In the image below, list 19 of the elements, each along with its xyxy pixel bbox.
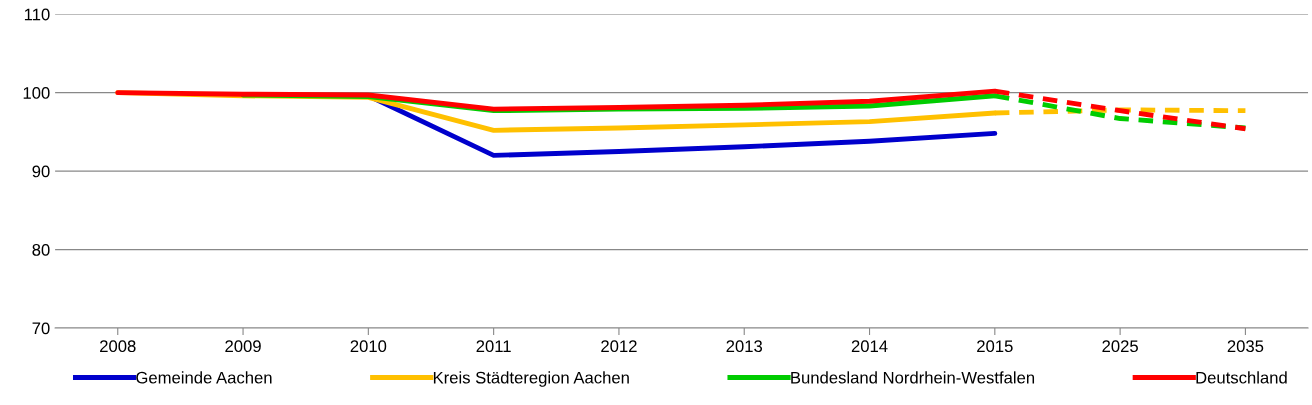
x-tick-label: 2009	[225, 340, 261, 353]
x-tick-label: 2008	[100, 340, 136, 353]
legend-label: Bundesland Nordrhein-Westfalen	[791, 371, 1035, 384]
y-tick-label: 90	[32, 165, 50, 178]
x-tick-label: 2013	[726, 340, 763, 353]
legend-label: Kreis Städteregion Aachen	[433, 371, 629, 387]
y-tick-label: 70	[32, 322, 50, 335]
x-tick-label: 2025	[1102, 340, 1138, 353]
y-tick-label: 80	[32, 243, 50, 256]
x-tick-label: 2015	[977, 340, 1013, 353]
x-tick-label: 2012	[601, 340, 637, 353]
legend-label: Deutschland	[1196, 371, 1287, 384]
x-tick-label: 2014	[851, 340, 888, 353]
y-tick-label: 110	[24, 8, 50, 21]
x-tick-label: 2035	[1227, 340, 1264, 353]
x-tick-label: 2010	[350, 340, 387, 353]
legend-label: Gemeinde Aachen	[136, 371, 272, 384]
x-tick-label: 2011	[476, 340, 511, 353]
y-tick-label: 100	[23, 87, 50, 99]
